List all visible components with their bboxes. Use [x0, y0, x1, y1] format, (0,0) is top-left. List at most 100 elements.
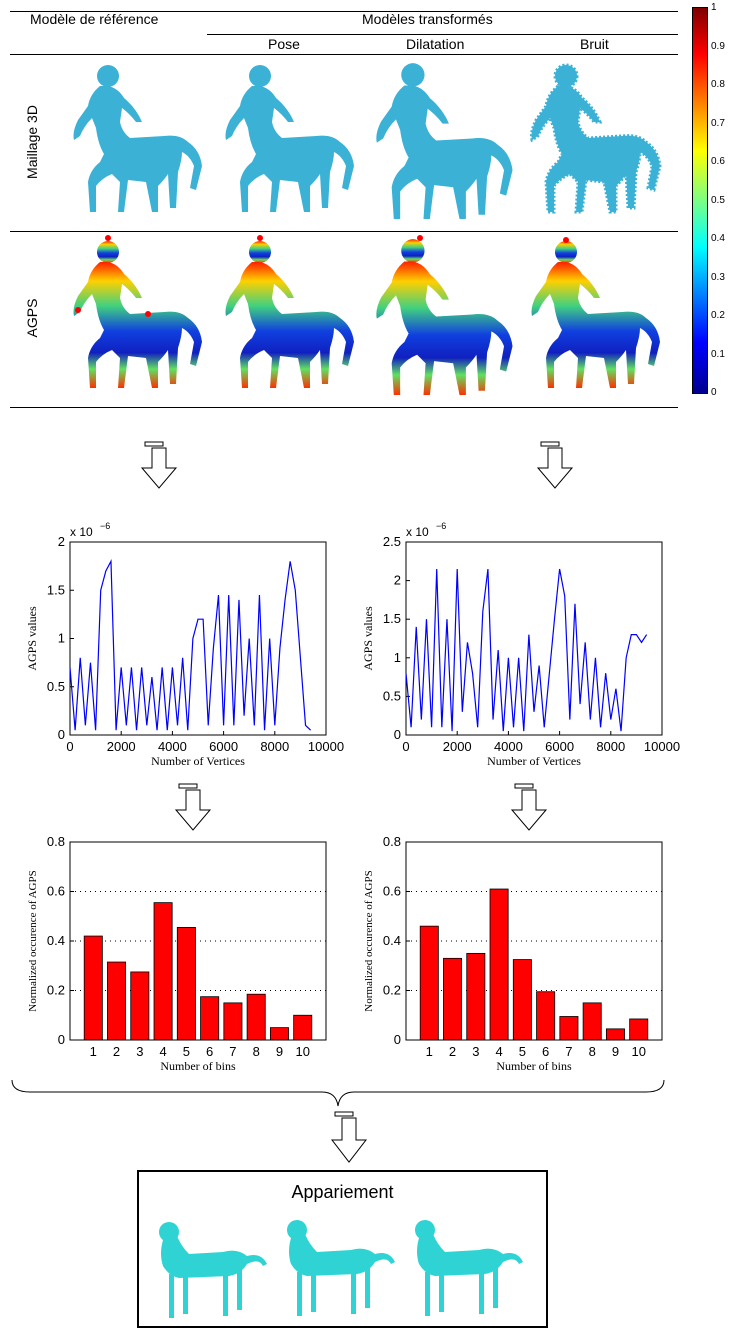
exponent-label: x 10: [70, 525, 93, 539]
table-bottom-rule: [10, 407, 678, 408]
column-header-pose: Pose: [268, 36, 300, 52]
agps-histogram-transformed: 0 0.2 0.4 0.6 0.8 1 2 3 4 5 6 7 8 9 10 Number of bins No…: [363, 834, 663, 1073]
y-tick-label: 0: [58, 727, 65, 742]
y-axis-label: AGPS values: [361, 606, 375, 671]
noise-agps: [531, 241, 660, 388]
y-tick-label: 0.6: [383, 884, 401, 899]
colorbar-tick-label: 0.9: [711, 40, 725, 52]
x-tick-label: 0: [66, 739, 73, 754]
bar: [489, 888, 509, 1041]
x-tick-label: 2: [449, 1044, 456, 1059]
colorbar-tick-label: 0.2: [711, 310, 725, 321]
y-tick-label: 0.5: [383, 688, 401, 703]
y-axis-label: Normalized occurence of AGPS: [27, 870, 39, 1011]
x-axis-label: Number of Vertices: [487, 754, 581, 768]
bar: [153, 902, 173, 1041]
x-tick-label: 8: [253, 1044, 260, 1059]
agps-line-chart-transformed: 0 0.5 1 1.5 2 2.5 0 2000 4000 6000 8000 10000 Number…: [361, 521, 680, 768]
x-tick-label: 8: [589, 1044, 596, 1059]
reference-mesh: [73, 65, 202, 212]
x-tick-label: 8000: [260, 739, 289, 754]
reference-agps: [73, 241, 202, 388]
bar: [107, 961, 127, 1041]
y-axis-label: Normalized occurence of AGPS: [363, 870, 375, 1011]
x-axis-label: Number of Vertices: [151, 754, 245, 768]
bar: [582, 1002, 602, 1041]
y-tick-label: 0.2: [383, 983, 401, 998]
down-arrow-bottom: [330, 1111, 368, 1163]
y-tick-label: 0.8: [47, 834, 65, 849]
matching-title: Appariement: [291, 1182, 394, 1202]
bar: [629, 1018, 649, 1041]
dilatation-mesh: [376, 63, 513, 219]
colorbar: [692, 7, 708, 394]
matching-panel: Appariement: [137, 1170, 548, 1328]
match-result-2: [287, 1220, 395, 1316]
match-result-1: [159, 1222, 267, 1318]
bar: [200, 996, 220, 1041]
bar: [512, 959, 532, 1041]
down-arrow-right-2: [510, 783, 548, 831]
colorbar-tick-label: 0.5: [711, 194, 725, 206]
row-label-agps: AGPS: [24, 298, 40, 338]
x-tick-label: 5: [183, 1044, 190, 1059]
x-tick-label: 6: [542, 1044, 549, 1059]
colorbar-tick-label: 0.3: [711, 271, 725, 283]
x-axis-label: Number of bins: [160, 1059, 236, 1073]
x-tick-label: 6: [206, 1044, 213, 1059]
bar: [536, 991, 556, 1041]
mesh-row-figures: [73, 63, 662, 219]
bar: [419, 925, 439, 1041]
y-tick-label: 1: [58, 631, 65, 646]
match-result-3: [415, 1220, 523, 1316]
x-tick-label: 10000: [308, 739, 344, 754]
x-tick-label: 10: [295, 1044, 309, 1059]
x-tick-label: 0: [402, 739, 409, 754]
plot-frame: [69, 541, 327, 736]
down-arrow-left-2: [174, 783, 212, 831]
noise-mesh: [530, 63, 662, 214]
exponent-superscript: −6: [436, 521, 446, 531]
x-tick-label: 1: [90, 1044, 97, 1059]
y-tick-label: 0.4: [47, 933, 65, 948]
matching-results: [159, 1220, 523, 1318]
x-tick-label: 4: [495, 1044, 502, 1059]
y-tick-label: 0: [394, 1032, 401, 1047]
bar: [559, 1016, 579, 1041]
bar: [83, 935, 103, 1041]
row-label-mesh: Maillage 3D: [24, 105, 40, 179]
x-tick-label: 10000: [644, 739, 680, 754]
transformed-models-header: Modèles transformés: [362, 11, 493, 27]
y-tick-label: 0.2: [47, 983, 65, 998]
table-top-rule: [10, 11, 678, 12]
column-header-dilatation: Dilatation: [406, 36, 465, 52]
bar: [246, 993, 266, 1041]
y-tick-label: 0.5: [47, 679, 65, 694]
x-tick-label: 9: [612, 1044, 619, 1059]
exponent-superscript: −6: [100, 521, 110, 531]
column-header-bruit: Bruit: [580, 36, 609, 52]
y-tick-label: 0: [394, 727, 401, 742]
x-tick-label: 7: [565, 1044, 572, 1059]
x-tick-label: 8000: [596, 739, 625, 754]
y-tick-label: 0.4: [383, 933, 401, 948]
pose-mesh: [225, 65, 354, 212]
bar: [466, 952, 486, 1041]
row-divider: [10, 231, 678, 232]
x-axis-label: Number of bins: [496, 1059, 572, 1073]
x-tick-label: 3: [136, 1044, 143, 1059]
bar: [293, 1014, 313, 1041]
bar: [443, 957, 463, 1041]
y-tick-label: 0.8: [383, 834, 401, 849]
dilatation-agps: [376, 239, 513, 395]
grouping-brace: [11, 1079, 665, 1107]
bar: [223, 1002, 243, 1041]
x-tick-label: 7: [229, 1044, 236, 1059]
y-tick-label: 1.5: [383, 611, 401, 626]
x-tick-label: 10: [631, 1044, 645, 1059]
y-axis-label: AGPS values: [25, 606, 39, 671]
x-tick-label: 5: [519, 1044, 526, 1059]
y-tick-label: 1: [394, 650, 401, 665]
series-line: [69, 559, 312, 731]
x-tick-label: 2000: [107, 739, 136, 754]
